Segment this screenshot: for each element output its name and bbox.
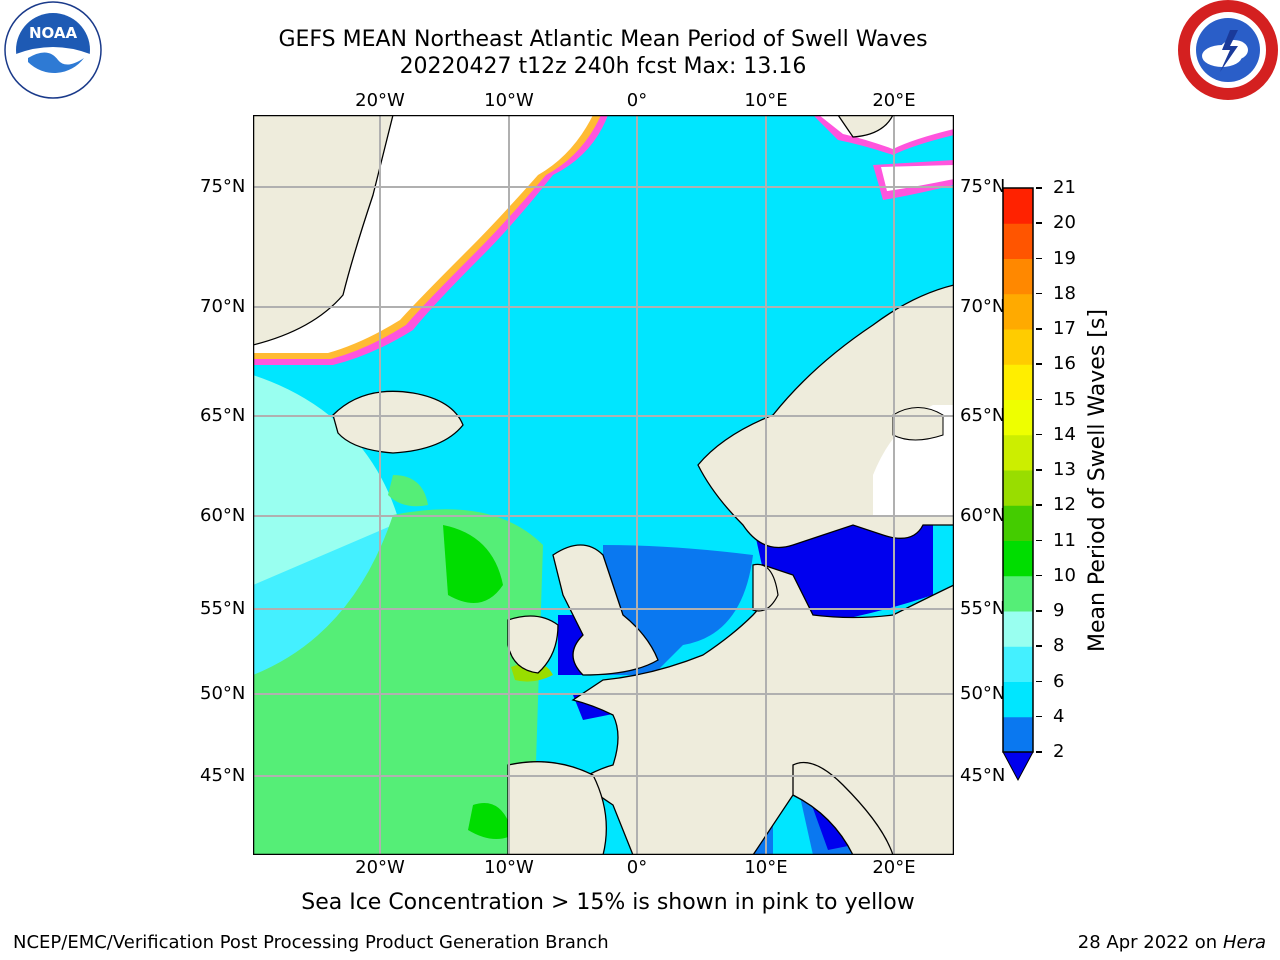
colorbar-tick [1036, 504, 1042, 506]
lat-label-left: 75°N [200, 176, 246, 197]
lat-label-right: 50°N [960, 683, 1006, 704]
colorbar-tick-label: 20 [1053, 212, 1076, 234]
colorbar-tick [1036, 433, 1042, 436]
colorbar-tick [1036, 222, 1042, 224]
noaa-logo: NOAA [4, 1, 102, 99]
colorbar-segment [1003, 681, 1033, 718]
colorbar-tick-label: 14 [1053, 423, 1076, 445]
nws-logo [1178, 0, 1278, 100]
colorbar-tick [1036, 257, 1042, 259]
italy [792, 761, 894, 855]
chart-subtitle: 20220427 t12z 240h fcst Max: 13.16 [399, 54, 807, 79]
colorbar-segment [1003, 646, 1033, 682]
colorbar-tick [1036, 187, 1042, 189]
lat-label-left: 45°N [200, 765, 246, 786]
colorbar-tick [1036, 574, 1042, 577]
lat-label-right: 60°N [960, 505, 1006, 526]
colorbar-frame [1002, 187, 1034, 753]
noaa-logo-text: NOAA [29, 24, 78, 42]
lat-label-right: 75°N [960, 176, 1006, 197]
colorbar-tick-label: 18 [1053, 282, 1076, 304]
lon-label-top: 20°W [355, 90, 405, 111]
lon-label-top: 10°W [484, 90, 534, 111]
colorbar-tick [1036, 539, 1042, 541]
colorbar-segment [1003, 470, 1033, 506]
lat-label-left: 70°N [200, 296, 246, 317]
footer-date-text: 28 Apr 2022 on [1077, 932, 1223, 953]
colorbar [1002, 187, 1034, 782]
lat-label-right: 55°N [960, 598, 1006, 619]
colorbar-tick [1036, 715, 1042, 718]
colorbar-tick-label: 12 [1053, 494, 1076, 516]
colorbar-extend-arrow [1002, 751, 1034, 782]
colorbar-title: Mean Period of Swell Waves [s] [1085, 309, 1110, 652]
lat-label-left: 50°N [200, 683, 246, 704]
colorbar-segment [1003, 611, 1033, 647]
colorbar-segment [1003, 505, 1033, 541]
colorbar-tick-label: 15 [1053, 388, 1076, 410]
colorbar-segment [1003, 434, 1033, 471]
lat-label-right: 65°N [960, 405, 1006, 426]
footer-date: 28 Apr 2022 on Hera [1078, 932, 1266, 953]
colorbar-tick-label: 2 [1053, 741, 1065, 762]
colorbar-tick-label: 6 [1053, 670, 1065, 692]
map-frame [253, 115, 954, 855]
colorbar-segment [1003, 258, 1033, 295]
lon-label-top: 20°E [872, 90, 916, 111]
footer-credit: NCEP/EMC/Verification Post Processing Pr… [13, 932, 609, 953]
colorbar-tick [1036, 469, 1042, 471]
lat-label-left: 55°N [200, 598, 246, 619]
colorbar-tick [1036, 610, 1042, 612]
colorbar-segment [1003, 399, 1033, 436]
lat-label-left: 60°N [200, 505, 246, 526]
colorbar-segment [1003, 188, 1033, 224]
colorbar-segment [1003, 293, 1033, 330]
colorbar-segment [1003, 329, 1033, 365]
colorbar-tick [1036, 363, 1042, 365]
colorbar-tick [1036, 292, 1042, 295]
colorbar-tick-label: 11 [1053, 529, 1076, 551]
chart-title: GEFS MEAN Northeast Atlantic Mean Period… [278, 27, 928, 52]
colorbar-segment [1003, 364, 1033, 400]
colorbar-segment [1003, 716, 1033, 753]
colorbar-tick [1036, 398, 1042, 400]
colorbar-tick-label: 13 [1053, 459, 1076, 480]
lon-label-bottom: 10°E [744, 857, 788, 878]
colorbar-tick-label: 17 [1053, 318, 1076, 339]
colorbar-tick-label: 16 [1053, 353, 1076, 375]
ireland [507, 615, 559, 674]
colorbar-tick [1036, 680, 1042, 682]
colorbar-tick-label: 8 [1053, 635, 1065, 657]
lon-label-bottom: 20°W [355, 857, 405, 878]
lon-label-top: 10°E [744, 90, 788, 111]
colorbar-segment [1003, 575, 1033, 612]
colorbar-tick [1036, 328, 1042, 330]
graticule [253, 115, 954, 855]
swell-zone-10-11 [443, 525, 503, 603]
colorbar-tick-label: 4 [1053, 705, 1065, 727]
colorbar-tick-label: 10 [1053, 564, 1076, 586]
colorbar-tick [1036, 751, 1042, 753]
lon-label-top: 0° [626, 90, 648, 111]
colorbar-tick-label: 9 [1053, 600, 1065, 621]
lon-label-bottom: 20°E [872, 857, 916, 878]
footer-host: Hera [1222, 932, 1266, 953]
lat-label-right: 45°N [960, 765, 1006, 786]
lon-label-bottom: 10°W [484, 857, 534, 878]
greenland [253, 115, 394, 346]
colorbar-segment [1003, 540, 1033, 577]
map-area [253, 115, 954, 855]
colorbar-tick-label: 19 [1053, 247, 1076, 269]
lon-label-bottom: 0° [626, 857, 648, 878]
lat-label-right: 70°N [960, 296, 1006, 317]
colorbar-tick [1036, 645, 1042, 647]
lat-label-left: 65°N [200, 405, 246, 426]
colorbar-segment [1003, 223, 1033, 259]
colorbar-tick-label: 21 [1053, 177, 1076, 198]
sea-ice-caption: Sea Ice Concentration > 15% is shown in … [301, 890, 915, 915]
